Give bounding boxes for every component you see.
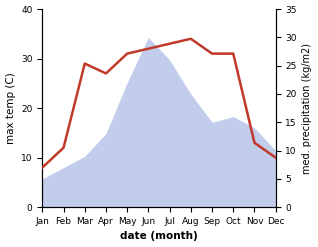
- Y-axis label: med. precipitation (kg/m2): med. precipitation (kg/m2): [302, 43, 313, 174]
- Y-axis label: max temp (C): max temp (C): [5, 72, 16, 144]
- X-axis label: date (month): date (month): [120, 231, 198, 242]
